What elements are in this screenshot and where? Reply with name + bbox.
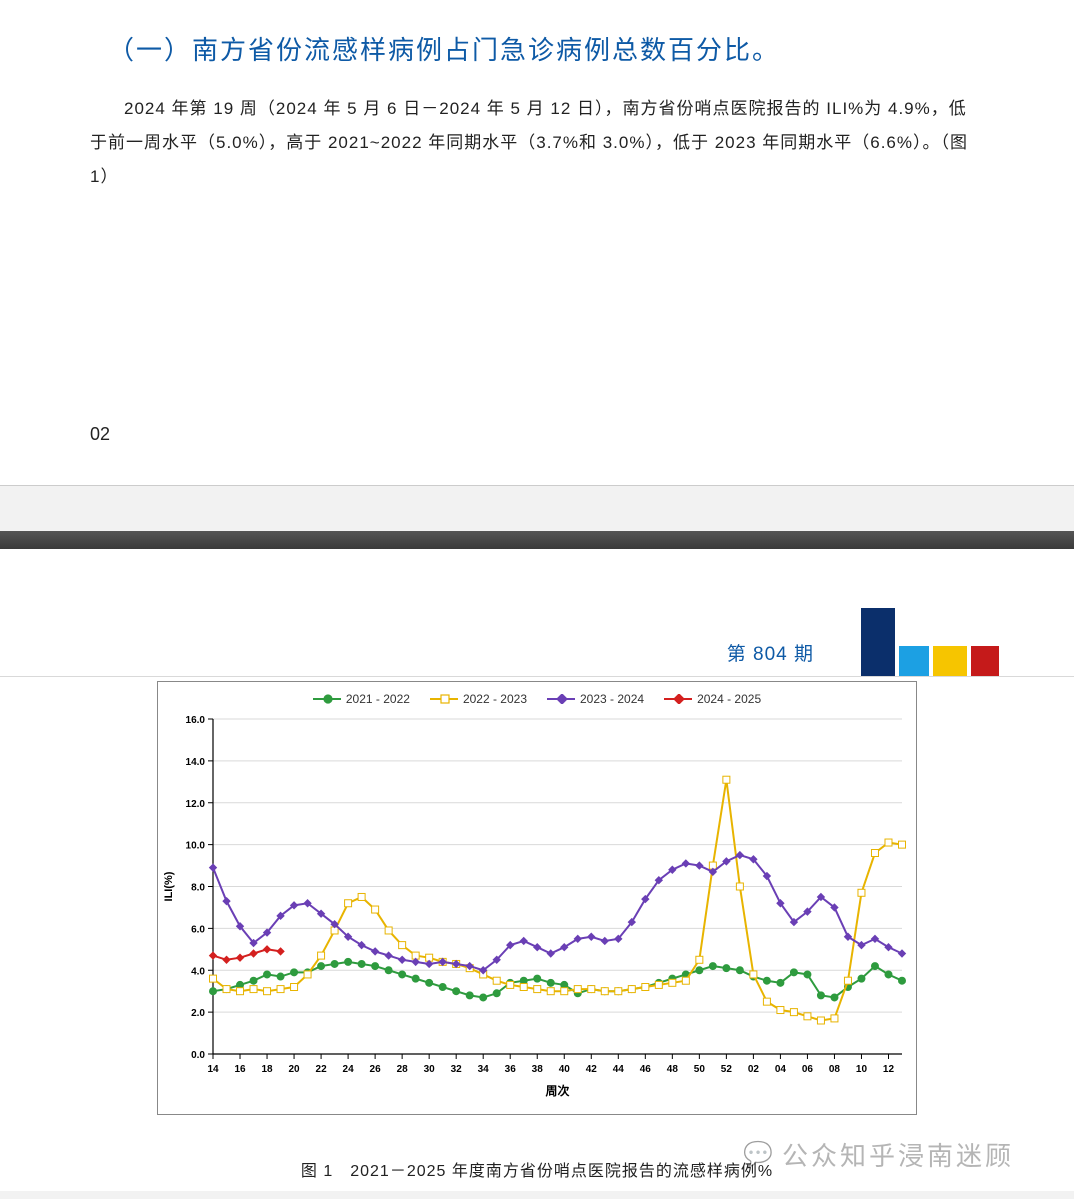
legend-item: 2022 - 2023: [430, 692, 527, 706]
svg-text:8.0: 8.0: [191, 883, 205, 894]
svg-text:10.0: 10.0: [186, 841, 206, 852]
svg-text:40: 40: [559, 1064, 571, 1075]
svg-text:48: 48: [667, 1064, 679, 1075]
svg-text:34: 34: [478, 1064, 490, 1075]
svg-text:42: 42: [586, 1064, 598, 1075]
color-block: [861, 608, 895, 676]
page-1: （一）南方省份流感样病例占门急诊病例总数百分比。 2024 年第 19 周（20…: [0, 0, 1074, 486]
page-2-header: 第 804 期: [0, 549, 1074, 677]
svg-text:4.0: 4.0: [191, 966, 205, 977]
svg-text:14: 14: [207, 1064, 219, 1075]
legend-label: 2024 - 2025: [697, 692, 761, 706]
watermark-text: 公众知乎浸南迷顾: [782, 1136, 1014, 1173]
svg-text:46: 46: [640, 1064, 652, 1075]
svg-text:44: 44: [613, 1064, 625, 1075]
body-paragraph: 2024 年第 19 周（2024 年 5 月 6 日－2024 年 5 月 1…: [90, 92, 984, 194]
chart-plot-area: 0.0 2.0 4.0 6.0 8.0 10.0 12.0 14.0 16.0 14 16 18 20 2…: [158, 709, 916, 1114]
svg-text:2.0: 2.0: [191, 1008, 205, 1019]
legend-item: 2023 - 2024: [547, 692, 644, 706]
svg-text:06: 06: [802, 1064, 814, 1075]
header-color-blocks: [861, 608, 999, 676]
svg-text:24: 24: [343, 1064, 355, 1075]
watermark: 💬 公众知乎浸南迷顾: [743, 1136, 1014, 1173]
svg-text:16: 16: [234, 1064, 246, 1075]
svg-text:10: 10: [856, 1064, 868, 1075]
color-block: [899, 646, 929, 676]
dark-separator-bar: [0, 531, 1074, 549]
page-gap: [0, 486, 1074, 531]
wechat-icon: 💬: [743, 1140, 776, 1169]
svg-text:0.0: 0.0: [191, 1050, 205, 1061]
legend-item: 2024 - 2025: [664, 692, 761, 706]
svg-text:50: 50: [694, 1064, 706, 1075]
svg-text:ILI(%): ILI(%): [163, 871, 175, 901]
svg-text:28: 28: [397, 1064, 409, 1075]
chart-container: 2021 - 2022 2022 - 2023 2023 - 2024 2024 - …: [157, 681, 917, 1115]
page-2: 第 804 期 2021 - 2022 2022 - 2023 2023 - 202…: [0, 549, 1074, 1191]
svg-text:36: 36: [505, 1064, 517, 1075]
svg-text:22: 22: [316, 1064, 328, 1075]
svg-text:周次: 周次: [545, 1083, 569, 1098]
issue-number-label: 第 804 期: [727, 639, 814, 666]
section-title: （一）南方省份流感样病例占门急诊病例总数百分比。: [108, 30, 984, 67]
color-block: [933, 646, 967, 676]
svg-text:18: 18: [261, 1064, 273, 1075]
svg-text:16.0: 16.0: [186, 715, 206, 726]
color-block: [971, 646, 999, 676]
svg-text:04: 04: [775, 1064, 787, 1075]
svg-text:32: 32: [451, 1064, 463, 1075]
svg-text:02: 02: [748, 1064, 760, 1075]
svg-text:08: 08: [829, 1064, 841, 1075]
legend-label: 2022 - 2023: [463, 692, 527, 706]
svg-text:26: 26: [370, 1064, 382, 1075]
svg-text:6.0: 6.0: [191, 924, 205, 935]
svg-text:20: 20: [288, 1064, 300, 1075]
page-number: 02: [90, 424, 984, 445]
svg-text:12: 12: [883, 1064, 895, 1075]
legend-label: 2023 - 2024: [580, 692, 644, 706]
svg-text:12.0: 12.0: [186, 799, 206, 810]
svg-text:52: 52: [721, 1064, 733, 1075]
svg-text:38: 38: [532, 1064, 544, 1075]
legend-item: 2021 - 2022: [313, 692, 410, 706]
chart-legend: 2021 - 2022 2022 - 2023 2023 - 2024 2024 - …: [158, 682, 916, 709]
svg-text:14.0: 14.0: [186, 757, 206, 768]
svg-text:30: 30: [424, 1064, 436, 1075]
page-2-body: 2021 - 2022 2022 - 2023 2023 - 2024 2024 - …: [0, 681, 1074, 1191]
legend-label: 2021 - 2022: [346, 692, 410, 706]
